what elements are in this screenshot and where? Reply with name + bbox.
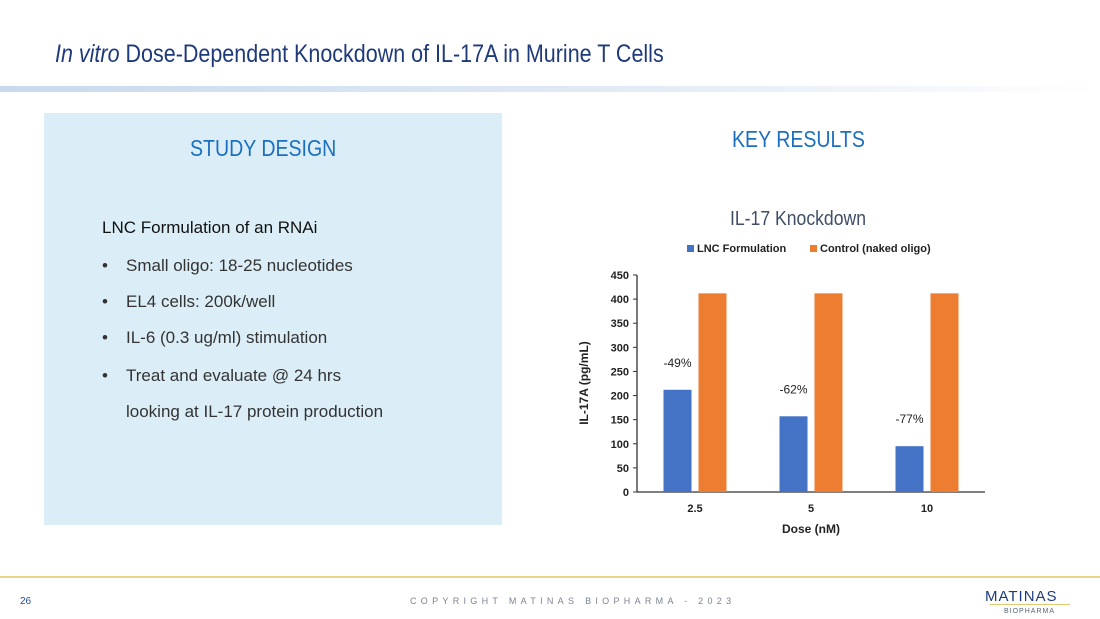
y-tick-label: 200 — [611, 391, 629, 403]
data-label: -62% — [779, 382, 807, 396]
y-tick-label: 0 — [623, 487, 629, 499]
x-tick-label: 2.5 — [687, 503, 702, 515]
y-tick-label: 250 — [611, 366, 629, 378]
key-results-heading: KEY RESULTS — [732, 126, 865, 152]
y-tick-label: 100 — [611, 439, 629, 451]
page-number: 26 — [20, 596, 32, 607]
y-tick-label: 400 — [611, 294, 629, 306]
logo-sub: BIOPHARMA — [1004, 608, 1056, 615]
legend-label: Control (naked oligo) — [820, 243, 931, 255]
data-label: -49% — [663, 356, 691, 370]
bar-control — [930, 293, 959, 492]
bar-control — [698, 293, 727, 492]
x-tick-label: 5 — [808, 503, 814, 515]
bar-lnc — [663, 389, 692, 492]
study-design-panel — [44, 113, 502, 525]
chart-title: IL-17 Knockdown — [730, 208, 867, 230]
page-title: In vitro Dose-Dependent Knockdown of IL-… — [55, 40, 664, 69]
copyright: COPYRIGHT MATINAS BIOPHARMA - 2023 — [410, 596, 736, 606]
study-design-heading: STUDY DESIGN — [190, 135, 337, 161]
legend-swatch — [687, 245, 694, 252]
logo-swoosh — [990, 604, 1070, 605]
y-axis-label: IL-17A (pg/mL) — [577, 341, 591, 425]
data-label: -77% — [895, 412, 923, 426]
bullet-item: • Small oligo: 18-25 nucleotides — [102, 256, 353, 275]
bar-control — [814, 293, 843, 492]
bullet-continuation: looking at IL-17 protein production — [126, 402, 384, 421]
title-italic: In vitro — [55, 40, 120, 68]
title-rest: Dose-Dependent Knockdown of IL-17A in Mu… — [119, 40, 664, 68]
footer-line — [0, 576, 1100, 578]
bullet-item: • Treat and evaluate @ 24 hrs — [102, 366, 342, 385]
y-tick-label: 50 — [617, 463, 629, 475]
bullet-item: • EL4 cells: 200k/well — [102, 292, 276, 311]
y-tick-label: 350 — [611, 318, 629, 330]
legend-label: LNC Formulation — [697, 243, 786, 255]
x-axis-label: Dose (nM) — [782, 522, 840, 536]
y-tick-label: 300 — [611, 342, 629, 354]
bullet-item: • IL-6 (0.3 ug/ml) stimulation — [102, 328, 328, 347]
study-lead: LNC Formulation of an RNAi — [102, 218, 318, 237]
x-tick-label: 10 — [921, 503, 933, 515]
y-tick-label: 450 — [611, 270, 629, 282]
y-tick-label: 150 — [611, 415, 629, 427]
logo: MATINAS — [985, 588, 1058, 605]
legend-swatch — [810, 245, 817, 252]
bar-lnc — [895, 446, 924, 492]
header-bar — [0, 86, 1100, 92]
bar-lnc — [779, 416, 808, 492]
